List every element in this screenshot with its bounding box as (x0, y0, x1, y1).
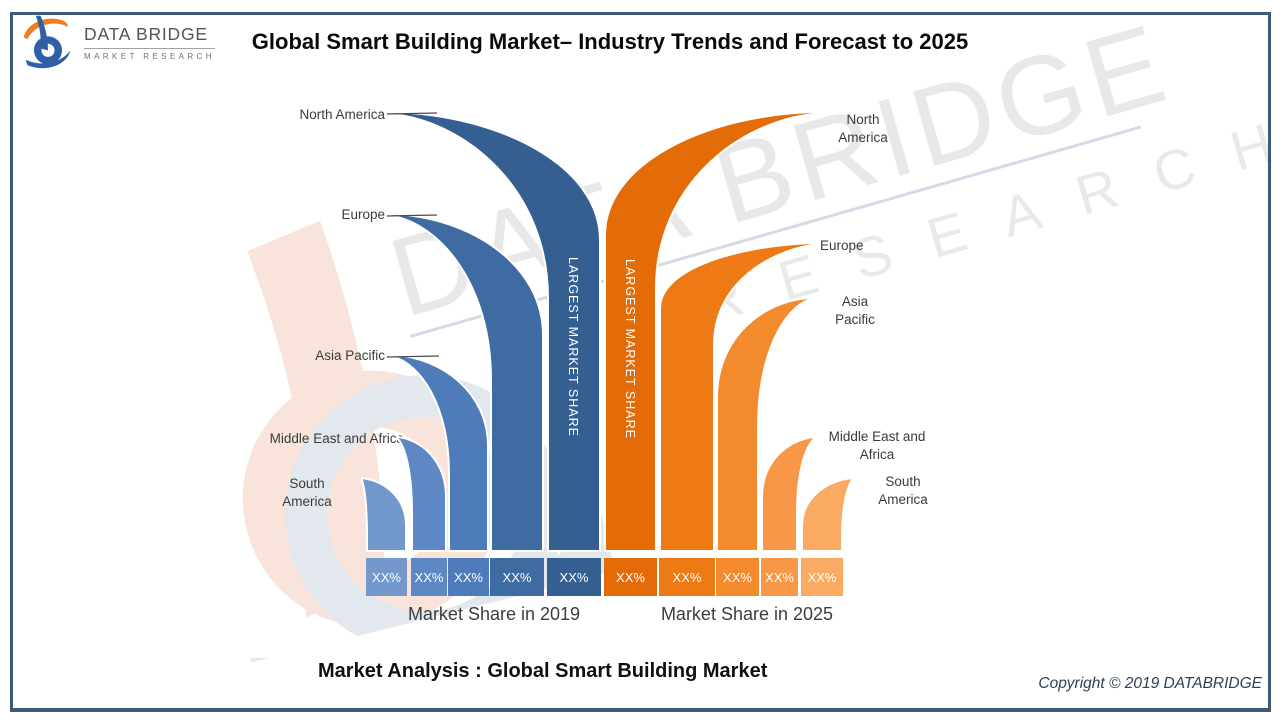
region-label-2019-europe: Europe (341, 207, 385, 222)
region-label-2025-europe: Europe (820, 238, 864, 253)
databridge-logo-icon (23, 15, 71, 69)
funnel-2025-europe (659, 241, 813, 552)
label-leader-north-america (386, 112, 438, 115)
region-label-2025-south-america: South America (878, 474, 928, 507)
funnel-2025-south-america (801, 476, 853, 552)
funnel-2019-europe (391, 212, 544, 552)
region-label-2019-middle-east-and-africa: Middle East and Africa (269, 431, 404, 446)
region-label-2025-north-america: North America (838, 112, 888, 145)
funnel-2025-north-america (604, 110, 815, 552)
region-label-2019-south-america: South America (282, 476, 332, 509)
analysis-title: Market Analysis : Global Smart Building … (318, 660, 768, 682)
logo-text: DATA BRIDGE MARKET RESEARCH (84, 24, 215, 61)
funnel-2019-north-america (391, 110, 601, 552)
page-title: Global Smart Building Market– Industry T… (251, 29, 969, 54)
region-label-2019-north-america: North America (299, 107, 385, 122)
funnel-2019-asia-pacific (393, 353, 489, 552)
funnel-2019-south-america (361, 476, 407, 552)
logo-tagline: MARKET RESEARCH (84, 48, 215, 61)
region-label-2025-middle-east-and-africa: Middle East and Africa (828, 429, 926, 462)
label-leader-europe (386, 214, 438, 217)
databridge-logo: DATA BRIDGE MARKET RESEARCH (20, 13, 215, 69)
copyright-notice: Copyright © 2019 DATABRIDGE (1038, 675, 1262, 692)
region-label-2025-asia-pacific: Asia Pacific (835, 294, 875, 327)
funnel-2019-middle-east-and-africa (397, 435, 447, 552)
logo-brand: DATA BRIDGE (84, 24, 208, 44)
funnel-2025-middle-east-and-africa (761, 435, 815, 552)
funnel-2025-asia-pacific (716, 296, 810, 552)
label-leader-asia-pacific (386, 355, 440, 358)
region-label-2019-asia-pacific: Asia Pacific (315, 348, 385, 363)
